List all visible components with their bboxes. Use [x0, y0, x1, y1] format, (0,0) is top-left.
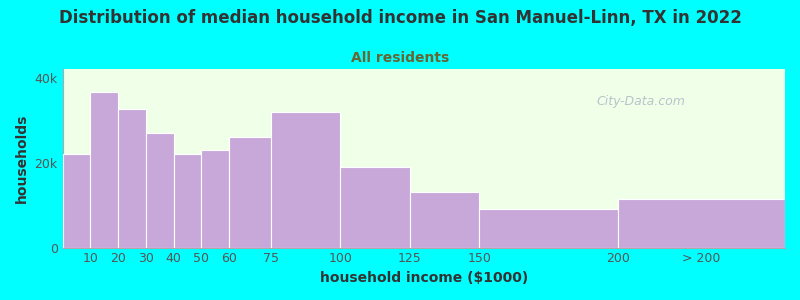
Y-axis label: households: households [15, 114, 29, 203]
Bar [341, 167, 410, 248]
Bar [62, 154, 90, 248]
Bar [146, 133, 174, 248]
Bar [410, 192, 479, 248]
Bar [271, 112, 341, 247]
Bar [118, 110, 146, 248]
Bar [90, 92, 118, 247]
Text: City-Data.com: City-Data.com [596, 94, 685, 108]
X-axis label: household income ($1000): household income ($1000) [320, 271, 528, 285]
Text: All residents: All residents [351, 51, 449, 65]
Text: Distribution of median household income in San Manuel-Linn, TX in 2022: Distribution of median household income … [58, 9, 742, 27]
Bar [202, 150, 230, 247]
Bar [174, 154, 202, 248]
Bar [618, 199, 785, 248]
Bar [230, 137, 271, 247]
Bar [479, 209, 618, 247]
